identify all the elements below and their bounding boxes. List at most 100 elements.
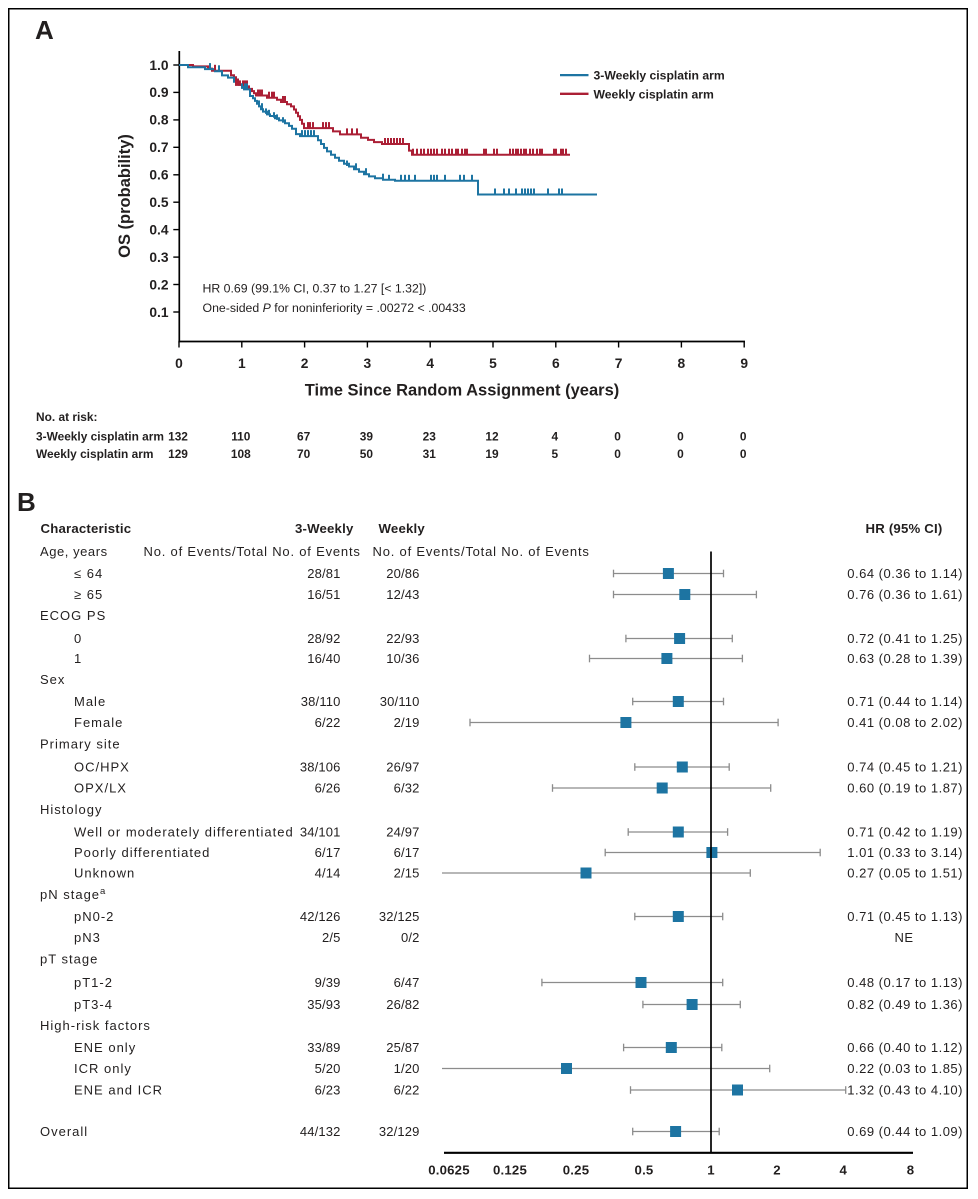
svg-text:22/93: 22/93 [386,631,419,646]
svg-text:6/23: 6/23 [315,1083,341,1098]
svg-text:6/17: 6/17 [315,845,341,860]
svg-text:25/87: 25/87 [386,1040,419,1055]
svg-text:0: 0 [614,430,621,444]
svg-text:One-sided P for noninferiority: One-sided P for noninferiority = .00272 … [203,301,466,315]
svg-text:5: 5 [489,356,497,371]
svg-text:0.48 (0.17 to 1.13): 0.48 (0.17 to 1.13) [847,975,963,990]
svg-text:3-Weekly: 3-Weekly [295,521,354,536]
svg-text:38/110: 38/110 [301,694,341,709]
svg-text:50: 50 [360,447,374,461]
svg-text:32/125: 32/125 [379,909,420,924]
svg-text:Time Since Random Assignment (: Time Since Random Assignment (years) [305,382,620,400]
svg-text:4: 4 [840,1163,848,1178]
svg-text:pT stage: pT stage [40,952,98,967]
svg-text:33/89: 33/89 [307,1040,340,1055]
svg-text:3-Weekly cisplatin arm: 3-Weekly cisplatin arm [594,69,725,83]
svg-text:110: 110 [231,430,251,444]
svg-text:0.74 (0.45 to 1.21): 0.74 (0.45 to 1.21) [847,760,963,775]
svg-text:0.8: 0.8 [149,113,169,128]
svg-text:0.7: 0.7 [149,140,169,155]
svg-text:6/32: 6/32 [394,781,420,796]
svg-text:0: 0 [74,631,82,646]
svg-text:OC/HPX: OC/HPX [74,760,130,775]
svg-text:2/5: 2/5 [322,930,341,945]
svg-text:0.63 (0.28 to 1.39): 0.63 (0.28 to 1.39) [847,651,963,666]
svg-text:67: 67 [297,430,311,444]
svg-text:0.71 (0.45 to 1.13): 0.71 (0.45 to 1.13) [847,909,963,924]
svg-text:0.5: 0.5 [149,195,169,210]
svg-text:16/51: 16/51 [307,587,340,602]
svg-text:8: 8 [678,356,686,371]
svg-text:Weekly: Weekly [379,521,426,536]
svg-text:19: 19 [485,447,499,461]
svg-text:35/93: 35/93 [307,997,340,1012]
svg-text:2: 2 [301,356,309,371]
svg-text:7: 7 [615,356,623,371]
svg-text:28/81: 28/81 [307,566,340,581]
svg-text:6: 6 [552,356,560,371]
svg-text:0.22 (0.03 to 1.85): 0.22 (0.03 to 1.85) [847,1061,963,1076]
svg-text:30/110: 30/110 [380,694,420,709]
svg-text:Characteristic: Characteristic [41,521,132,536]
svg-text:6/22: 6/22 [315,715,341,730]
svg-text:26/82: 26/82 [386,997,419,1012]
svg-text:6/22: 6/22 [394,1083,420,1098]
svg-text:1.0: 1.0 [149,58,169,73]
svg-text:2: 2 [773,1163,781,1178]
svg-text:4: 4 [551,430,558,444]
svg-text:≤ 64: ≤ 64 [74,566,103,581]
svg-text:0.41 (0.08 to 2.02): 0.41 (0.08 to 2.02) [847,715,963,730]
svg-text:38/106: 38/106 [300,760,341,775]
svg-text:0.71 (0.44 to 1.14): 0.71 (0.44 to 1.14) [847,694,963,709]
svg-text:34/101: 34/101 [300,825,341,840]
svg-text:0.72 (0.41 to 1.25): 0.72 (0.41 to 1.25) [847,631,963,646]
svg-text:39: 39 [360,430,374,444]
svg-text:28/92: 28/92 [307,631,340,646]
svg-text:16/40: 16/40 [307,651,340,666]
svg-text:70: 70 [297,447,311,461]
svg-text:pT1-2: pT1-2 [74,975,113,990]
svg-text:Unknown: Unknown [74,866,135,881]
svg-text:A: A [35,15,54,45]
svg-text:1: 1 [707,1163,715,1178]
svg-text:6/26: 6/26 [315,781,341,796]
svg-text:0.66 (0.40 to 1.12): 0.66 (0.40 to 1.12) [847,1040,963,1055]
svg-text:12/43: 12/43 [386,587,419,602]
svg-text:0: 0 [614,447,621,461]
svg-text:Poorly differentiated: Poorly differentiated [74,845,210,860]
svg-text:HR (95% CI): HR (95% CI) [866,521,943,536]
svg-text:0/2: 0/2 [401,930,420,945]
svg-text:Well or moderately differentia: Well or moderately differentiated [74,825,294,840]
svg-text:pT3-4: pT3-4 [74,997,113,1012]
svg-text:10/36: 10/36 [386,651,419,666]
svg-text:Male: Male [74,694,106,709]
svg-text:0: 0 [677,447,684,461]
svg-text:0.27 (0.05 to 1.51): 0.27 (0.05 to 1.51) [847,866,963,881]
svg-text:0.71 (0.42 to 1.19): 0.71 (0.42 to 1.19) [847,825,963,840]
svg-text:0: 0 [677,430,684,444]
svg-text:Histology: Histology [40,802,102,817]
svg-text:2/19: 2/19 [394,715,420,730]
svg-text:Overall: Overall [40,1124,88,1139]
svg-text:Sex: Sex [40,672,65,687]
svg-text:High-risk factors: High-risk factors [40,1018,151,1033]
svg-text:1.32 (0.43 to 4.10): 1.32 (0.43 to 4.10) [847,1083,963,1098]
svg-text:Weekly cisplatin arm: Weekly cisplatin arm [36,447,153,461]
svg-text:3: 3 [364,356,372,371]
svg-text:0.0625: 0.0625 [428,1163,470,1178]
svg-text:≥ 65: ≥ 65 [74,587,103,602]
svg-text:23: 23 [423,430,437,444]
svg-text:Age, years: Age, years [40,544,108,559]
svg-text:ENE only: ENE only [74,1040,136,1055]
svg-text:ICR only: ICR only [74,1061,132,1076]
svg-text:0.82 (0.49 to 1.36): 0.82 (0.49 to 1.36) [847,997,963,1012]
svg-text:Weekly cisplatin arm: Weekly cisplatin arm [594,87,715,101]
svg-text:OS (probability): OS (probability) [116,134,134,258]
svg-text:pN stagea: pN stagea [40,886,106,902]
svg-text:1.01 (0.33 to 3.14): 1.01 (0.33 to 3.14) [847,845,963,860]
svg-text:0.9: 0.9 [149,85,169,100]
svg-text:44/132: 44/132 [300,1124,341,1139]
svg-text:9/39: 9/39 [315,975,341,990]
svg-text:32/129: 32/129 [379,1124,420,1139]
svg-text:31: 31 [423,447,437,461]
